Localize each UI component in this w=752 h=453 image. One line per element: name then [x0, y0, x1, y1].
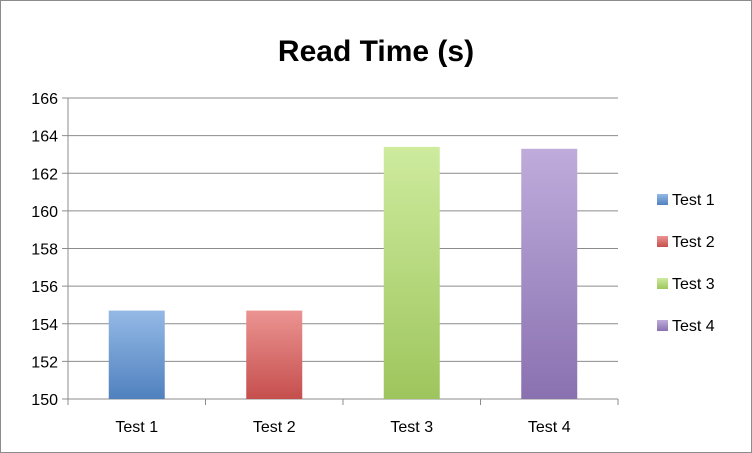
axes: 150 152 154 156 158 160 162 164 166 Test 1 Test 2 T… — [31, 91, 619, 436]
y-tick-label: 166 — [31, 91, 58, 108]
legend-swatch — [657, 278, 668, 289]
bar-test-2 — [246, 310, 303, 399]
x-tick-label: Test 3 — [390, 419, 433, 436]
y-tick-label: 158 — [31, 242, 58, 259]
y-tick-label: 154 — [31, 317, 58, 334]
legend-label: Test 2 — [672, 234, 715, 251]
legend-swatch — [657, 236, 668, 247]
chart-title: Read Time (s) — [278, 35, 474, 68]
x-tick-label: Test 2 — [253, 419, 296, 436]
bars — [108, 146, 578, 399]
bar-test-3 — [383, 146, 440, 399]
y-tick-label: 160 — [31, 204, 58, 221]
y-tick-label: 150 — [31, 392, 58, 409]
legend: Test 1 Test 2 Test 3 Test 4 — [657, 192, 715, 335]
bar-test-4 — [521, 148, 578, 399]
legend-swatch — [657, 194, 668, 205]
x-tick-label: Test 4 — [528, 419, 571, 436]
y-tick-label: 164 — [31, 129, 58, 146]
legend-label: Test 3 — [672, 276, 715, 293]
legend-label: Test 4 — [672, 318, 715, 335]
y-tick-label: 162 — [31, 166, 58, 183]
y-tick-label: 156 — [31, 279, 58, 296]
legend-label: Test 1 — [672, 192, 715, 209]
x-tick-label: Test 1 — [115, 419, 158, 436]
y-tick-label: 152 — [31, 354, 58, 371]
legend-swatch — [657, 320, 668, 331]
bar-test-1 — [108, 310, 165, 399]
